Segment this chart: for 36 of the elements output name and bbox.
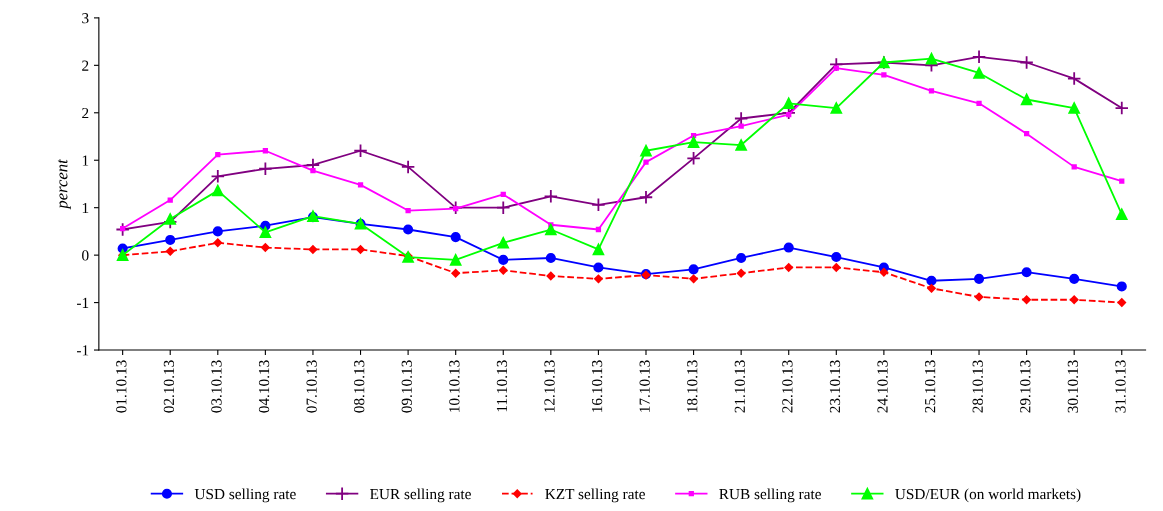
x-tick-label: 01.10.13 — [116, 360, 127, 413]
legend-label: USD/EUR (on world markets) — [895, 488, 1081, 503]
y-tick-label: 3 — [82, 13, 89, 24]
x-tick-label: 18.10.13 — [687, 360, 698, 412]
y-tick-label: -1 — [76, 297, 89, 308]
y-tick-label: 0 — [82, 250, 89, 261]
x-tick-label: 28.10.13 — [972, 360, 983, 413]
legend-label: KZT selling rate — [545, 488, 645, 503]
x-tick-label: 25.10.13 — [924, 360, 936, 413]
y-tick-label: 2 — [82, 60, 89, 71]
x-tick-label: 24.10.13 — [877, 360, 888, 413]
x-tick-label: 08.10.13 — [354, 360, 365, 413]
y-axis-title: percent — [57, 158, 71, 210]
x-tick-label: 10.10.13 — [449, 360, 460, 412]
x-tick-label: 04.10.13 — [258, 360, 270, 413]
y-tick-label: 1 — [82, 202, 89, 213]
x-tick-label: 16.10.13 — [591, 360, 603, 412]
x-tick-label: 11.10.13 — [496, 360, 508, 412]
x-tick-label: 03.10.13 — [211, 360, 222, 413]
x-tick-label: 31.10.13 — [1115, 360, 1126, 413]
x-tick-label: 30.10.13 — [1067, 360, 1079, 413]
x-tick-label: 07.10.13 — [306, 360, 317, 413]
x-tick-label: 02.10.13 — [163, 360, 175, 413]
x-tick-label: 12.10.13 — [544, 360, 555, 412]
x-tick-label: 21.10.13 — [734, 360, 746, 413]
y-tick-label: 1 — [82, 155, 89, 166]
y-tick-label: 2 — [82, 107, 89, 119]
x-tick-label: 09.10.13 — [401, 360, 412, 413]
x-tick-label: 29.10.13 — [1020, 360, 1031, 413]
legend-label: EUR selling rate — [370, 488, 471, 503]
x-tick-label: 22.10.13 — [782, 360, 793, 413]
y-tick-label: -1 — [76, 345, 89, 356]
legend-label: RUB selling rate — [719, 488, 821, 503]
x-tick-label: 23.10.13 — [829, 360, 841, 413]
x-tick-label: 17.10.13 — [639, 360, 650, 412]
legend-label: USD selling rate — [194, 488, 296, 503]
